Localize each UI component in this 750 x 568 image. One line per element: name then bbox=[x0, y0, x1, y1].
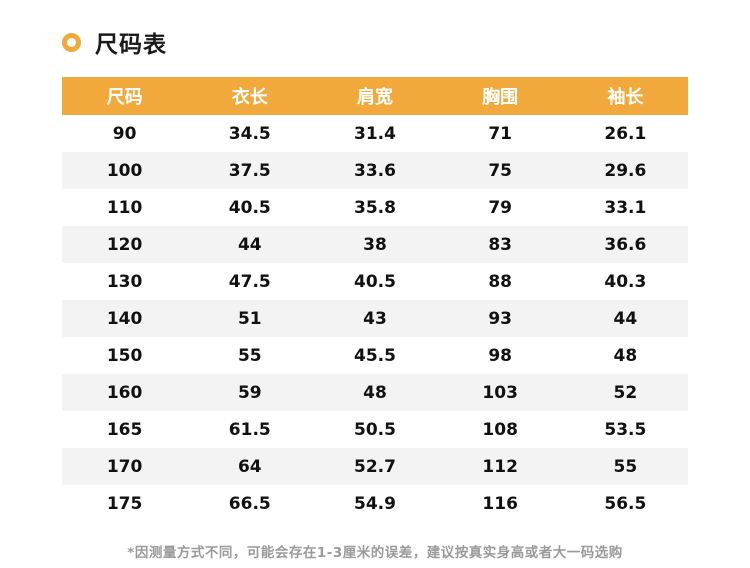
column-header: 肩宽 bbox=[312, 77, 438, 115]
table-cell: 64 bbox=[237, 456, 262, 477]
size-table-body: 90 34.5 31.4 71 26.1 100 37.5 33.6 75 29.6 110 40.5… bbox=[62, 115, 688, 522]
table-cell: 140 bbox=[106, 308, 143, 329]
section-header: 尺码表 bbox=[0, 0, 750, 59]
table-row: 160 59 48 103 52 bbox=[62, 374, 688, 411]
size-table: 尺码 衣长 肩宽 胸围 袖长 90 34.5 31.4 71 26.1 100 37.5 33.6 75… bbox=[62, 77, 688, 522]
table-cell: 52.7 bbox=[353, 456, 396, 477]
size-table-head: 尺码 衣长 肩宽 胸围 袖长 bbox=[62, 77, 688, 115]
table-row: 100 37.5 33.6 75 29.6 bbox=[62, 152, 688, 189]
table-row: 130 47.5 40.5 88 40.3 bbox=[62, 263, 688, 300]
ring-icon bbox=[62, 32, 81, 52]
table-cell: 55 bbox=[237, 345, 262, 366]
table-cell: 48 bbox=[363, 382, 387, 403]
table-cell: 150 bbox=[106, 345, 143, 366]
table-cell: 75 bbox=[488, 160, 512, 181]
column-header: 袖长 bbox=[562, 77, 688, 115]
table-cell: 48 bbox=[613, 345, 638, 366]
footnote: *因测量方式不同，可能会存在1-3厘米的误差，建议按真实身高或者大一码选购 bbox=[127, 545, 623, 561]
column-header: 尺码 bbox=[62, 77, 188, 115]
table-cell: 29.6 bbox=[604, 160, 647, 181]
table-cell: 90 bbox=[112, 123, 137, 144]
table-cell: 38 bbox=[363, 234, 387, 255]
table-cell: 33.6 bbox=[353, 160, 396, 181]
table-cell: 34.5 bbox=[228, 123, 271, 144]
table-cell: 83 bbox=[488, 234, 512, 255]
table-cell: 36.6 bbox=[604, 234, 647, 255]
table-cell: 26.1 bbox=[604, 123, 647, 144]
table-cell: 130 bbox=[106, 271, 143, 292]
table-cell: 170 bbox=[106, 456, 143, 477]
table-cell: 31.4 bbox=[353, 123, 396, 144]
table-cell: 35.8 bbox=[353, 197, 396, 218]
table-cell: 40.3 bbox=[604, 271, 647, 292]
table-cell: 61.5 bbox=[228, 419, 271, 440]
table-cell: 55 bbox=[613, 456, 638, 477]
table-cell: 88 bbox=[488, 271, 512, 292]
table-header-row: 尺码 衣长 肩宽 胸围 袖长 bbox=[62, 77, 688, 115]
table-cell: 40.5 bbox=[353, 271, 396, 292]
table-cell: 93 bbox=[488, 308, 512, 329]
table-cell: 100 bbox=[106, 160, 143, 181]
table-cell: 33.1 bbox=[604, 197, 647, 218]
table-cell: 108 bbox=[482, 419, 518, 440]
table-cell: 79 bbox=[488, 197, 512, 218]
table-cell: 51 bbox=[237, 308, 262, 329]
table-row: 120 44 38 83 36.6 bbox=[62, 226, 688, 263]
table-row: 110 40.5 35.8 79 33.1 bbox=[62, 189, 688, 226]
page-title: 尺码表 bbox=[95, 32, 167, 58]
table-row: 165 61.5 50.5 108 53.5 bbox=[62, 411, 688, 448]
table-cell: 53.5 bbox=[604, 419, 647, 440]
table-cell: 120 bbox=[106, 234, 143, 255]
column-header: 胸围 bbox=[437, 77, 563, 115]
table-cell: 103 bbox=[482, 382, 518, 403]
table-cell: 165 bbox=[106, 419, 143, 440]
table-cell: 43 bbox=[363, 308, 387, 329]
table-cell: 44 bbox=[237, 234, 262, 255]
table-cell: 47.5 bbox=[228, 271, 271, 292]
table-cell: 71 bbox=[488, 123, 512, 144]
table-row: 140 51 43 93 44 bbox=[62, 300, 688, 337]
table-cell: 175 bbox=[106, 493, 143, 514]
table-cell: 40.5 bbox=[228, 197, 271, 218]
table-cell: 54.9 bbox=[353, 493, 396, 514]
column-header: 衣长 bbox=[187, 77, 313, 115]
table-row: 90 34.5 31.4 71 26.1 bbox=[62, 115, 688, 152]
table-cell: 59 bbox=[237, 382, 262, 403]
table-row: 150 55 45.5 98 48 bbox=[62, 337, 688, 374]
table-cell: 37.5 bbox=[228, 160, 271, 181]
table-cell: 112 bbox=[482, 456, 518, 477]
table-cell: 52 bbox=[613, 382, 638, 403]
table-cell: 45.5 bbox=[353, 345, 396, 366]
table-row: 175 66.5 54.9 116 56.5 bbox=[62, 485, 688, 522]
table-cell: 50.5 bbox=[353, 419, 396, 440]
table-cell: 98 bbox=[488, 345, 512, 366]
table-cell: 44 bbox=[613, 308, 638, 329]
table-cell: 116 bbox=[482, 493, 518, 514]
table-cell: 66.5 bbox=[228, 493, 271, 514]
table-row: 170 64 52.7 112 55 bbox=[62, 448, 688, 485]
table-cell: 56.5 bbox=[604, 493, 647, 514]
table-cell: 110 bbox=[106, 197, 143, 218]
table-cell: 160 bbox=[106, 382, 143, 403]
